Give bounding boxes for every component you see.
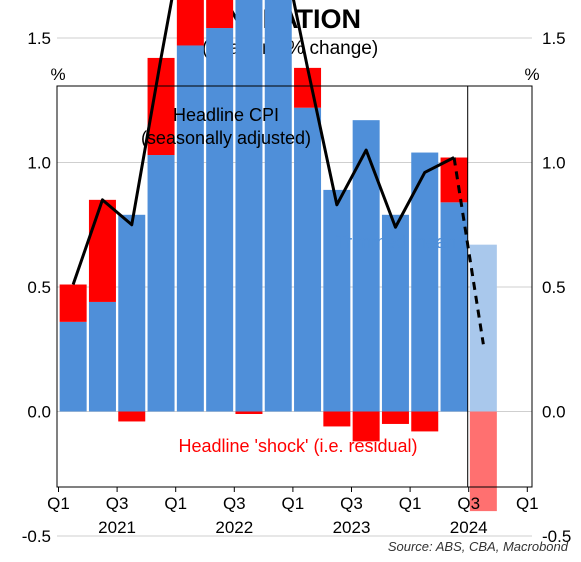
headline-shock-bar bbox=[323, 411, 351, 427]
x-tick-label: Q1 bbox=[516, 494, 539, 513]
trimmed-mean-bar bbox=[88, 301, 116, 412]
x-tick-label: Q1 bbox=[47, 494, 70, 513]
trimmed-mean-bar bbox=[323, 189, 351, 412]
x-tick-label: Q1 bbox=[282, 494, 305, 513]
trimmed-mean-bar bbox=[206, 28, 234, 412]
x-year-label: 2023 bbox=[333, 518, 371, 537]
trimmed-mean-bar bbox=[411, 152, 439, 412]
headline-cpi-forecast-line bbox=[452, 157, 485, 345]
x-tick-label: Q3 bbox=[457, 494, 480, 513]
y-tick-label-left: 1.0 bbox=[27, 154, 51, 173]
y-tick-label-right: 1.5 bbox=[542, 29, 566, 48]
y-tick-label-left: 0.5 bbox=[27, 278, 51, 297]
plot-frame bbox=[56, 85, 533, 492]
y-tick-label-left: 1.5 bbox=[27, 29, 51, 48]
trimmed-mean-bar bbox=[176, 45, 204, 412]
headline-shock-bar bbox=[381, 411, 409, 424]
headline-line bbox=[71, 0, 485, 345]
headline-shock-bar bbox=[118, 411, 146, 422]
trimmed-mean-bar bbox=[352, 120, 380, 412]
y-tick-label-right: 0.5 bbox=[542, 278, 566, 297]
y-unit-right: % bbox=[524, 65, 539, 84]
trimmed-mean-bar bbox=[264, 0, 292, 412]
y-tick-label-left: 0.0 bbox=[27, 403, 51, 422]
y-unit-left: % bbox=[50, 65, 65, 84]
annotation-headline-cpi: Headline CPI bbox=[173, 105, 279, 125]
annotation-seasonally-adjusted: (seasonally adjusted) bbox=[141, 128, 311, 148]
x-tick-label: Q1 bbox=[164, 494, 187, 513]
x-year-label: 2021 bbox=[98, 518, 136, 537]
trimmed-mean-bar bbox=[294, 107, 322, 412]
annotation-trimmed-mean: Trimmed mean bbox=[336, 232, 456, 252]
x-tick-label: Q3 bbox=[223, 494, 246, 513]
headline-shock-bar bbox=[59, 284, 87, 322]
headline-shock-bar bbox=[469, 411, 497, 512]
x-tick-label: Q3 bbox=[340, 494, 363, 513]
trimmed-mean-bar bbox=[118, 214, 146, 412]
trimmed-mean-bar bbox=[147, 155, 175, 412]
headline-shock-bar bbox=[176, 0, 204, 46]
headline-cpi-line bbox=[71, 0, 455, 286]
axis-labels: -0.5-0.50.00.00.50.51.01.01.51.52.02.02.… bbox=[22, 29, 572, 546]
trimmed-mean-bar bbox=[59, 321, 87, 412]
trimmed-mean-bar bbox=[235, 0, 263, 412]
bars bbox=[59, 0, 497, 512]
annotation-headline-shock: Headline 'shock' (i.e. residual) bbox=[179, 436, 418, 456]
x-year-label: 2022 bbox=[215, 518, 253, 537]
trimmed-mean-bar bbox=[440, 202, 468, 412]
trimmed-mean-bar bbox=[469, 244, 497, 412]
x-tick-label: Q3 bbox=[106, 494, 129, 513]
x-tick-label: Q1 bbox=[399, 494, 422, 513]
y-tick-label-right: -0.5 bbox=[542, 527, 571, 546]
headline-shock-bar bbox=[206, 0, 234, 29]
y-tick-label-right: 1.0 bbox=[542, 154, 566, 173]
trimmed-mean-bar bbox=[381, 214, 409, 412]
headline-shock-bar bbox=[411, 411, 439, 432]
y-tick-label-left: -0.5 bbox=[22, 527, 51, 546]
y-tick-label-right: 0.0 bbox=[542, 403, 566, 422]
headline-shock-bar bbox=[352, 411, 380, 442]
source-note: Source: ABS, CBA, Macrobond bbox=[388, 539, 569, 554]
headline-shock-bar bbox=[235, 411, 263, 414]
plot-border bbox=[56, 85, 533, 488]
headline-shock-bar bbox=[88, 199, 116, 302]
x-year-label: 2024 bbox=[450, 518, 488, 537]
